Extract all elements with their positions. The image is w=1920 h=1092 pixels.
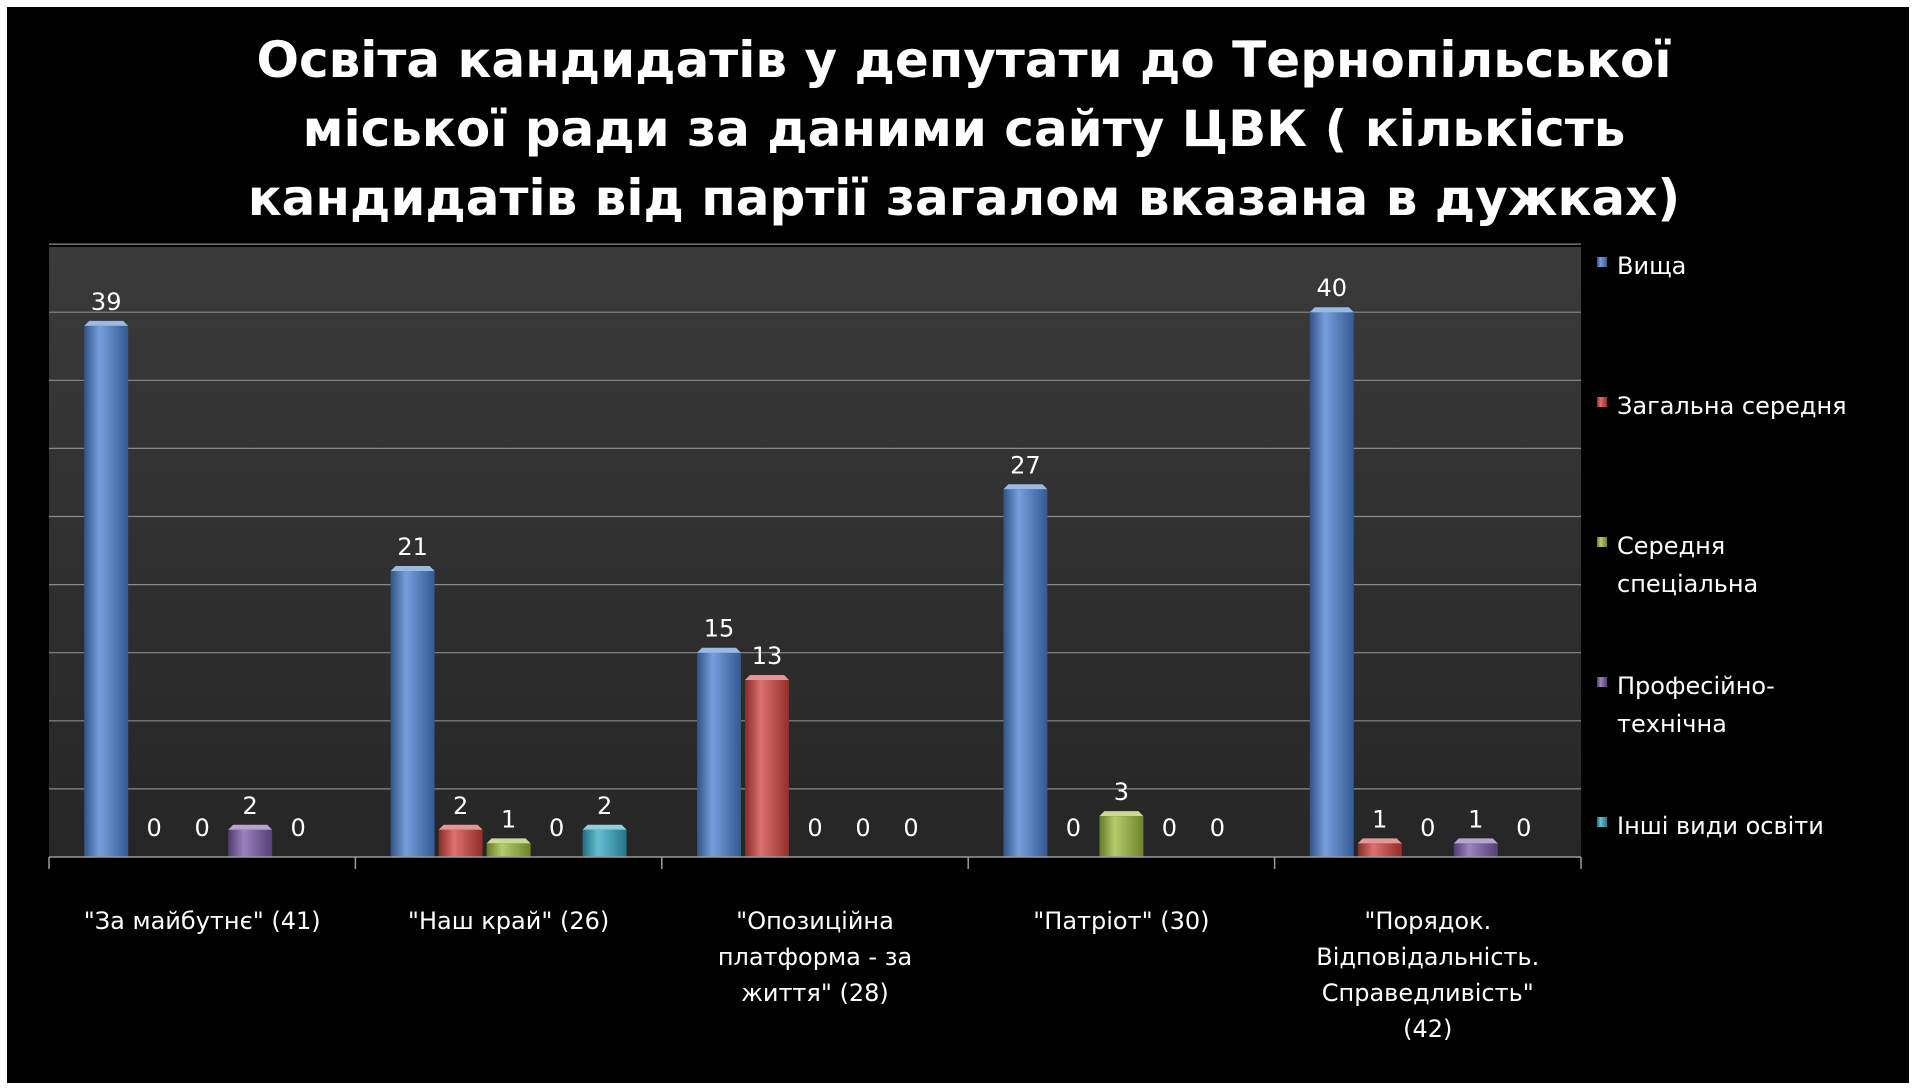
data-label: 0 [549,814,564,842]
bar [697,652,741,857]
data-label: 40 [1317,274,1348,302]
data-label: 0 [903,814,918,842]
bar-cap [486,838,531,844]
category-label: "Опозиційна платформа - за життя" (28) [718,907,912,1007]
legend-item: Середня спеціальна [1597,532,1758,598]
bar [1003,489,1048,857]
data-label: 0 [1516,814,1531,842]
category-label: "Наш край" (26) [408,907,609,935]
legend-item: Загальна середня [1597,392,1847,420]
legend-swatch [1597,537,1607,547]
category-label: "За майбутнє" (41) [84,907,321,935]
bar [390,570,435,857]
legend-swatch [1597,397,1607,407]
bar-cap [697,647,741,653]
legend-item: Інші види освіти [1597,812,1824,840]
data-label: 1 [1372,805,1387,833]
data-label: 0 [1420,814,1435,842]
chart-title: Освіта кандидатів у депутати до Тернопіл… [248,31,1681,227]
bar-cap [1099,811,1144,817]
legend-swatch [1597,257,1607,267]
data-label: 0 [1162,814,1177,842]
data-label: 2 [597,792,612,820]
bar-cap [438,824,483,830]
bar-cap [1453,838,1498,844]
legend-label: Інші види освіти [1617,812,1824,840]
legend-label: Середня спеціальна [1617,532,1758,598]
legend-swatch [1597,817,1607,827]
bar-cap [1003,484,1048,490]
bar-cap [1357,838,1402,844]
data-label: 27 [1010,451,1041,479]
bar [228,829,273,857]
bar-cap [582,824,627,830]
chart-svg: Освіта кандидатів у депутати до Тернопіл… [48,31,1847,1043]
chart-title-line: міської ради за даними сайту ЦВК ( кільк… [303,100,1626,158]
legend-label: Загальна середня [1617,392,1847,420]
bar [438,829,483,857]
data-label: 15 [704,615,735,643]
legend: Вища Загальна середня Середня спеціальна Про… [1597,252,1847,840]
legend-swatch [1597,677,1607,687]
bar [84,325,129,857]
data-label: 0 [1210,814,1225,842]
bar-cap [745,674,789,680]
x-axis: "За майбутнє" (41) "Наш край" (26) "Опозиц… [48,856,1582,1043]
data-label: 1 [1468,805,1483,833]
category-label: "Порядок. Відповідальність. Справедливість… [1316,907,1539,1043]
bar [1453,843,1498,857]
bar [582,829,627,857]
legend-label: Вища [1617,252,1686,280]
data-label: 0 [195,814,210,842]
category-label: "Патріот" (30) [1033,907,1209,935]
legend-item: Професійно-технічна [1597,672,1775,738]
data-label: 0 [291,814,306,842]
bars [84,307,1498,857]
bar [486,843,531,857]
bar-cap [390,565,435,571]
bar [1309,312,1354,857]
chart-title-line: кандидатів від партії загалом вказана в … [248,169,1681,227]
bar-cap [84,320,129,326]
bar [1099,816,1144,857]
data-label: 39 [91,288,122,316]
data-label: 2 [453,792,468,820]
data-label: 3 [1114,778,1129,806]
data-label: 21 [397,533,428,561]
data-label: 1 [501,805,516,833]
data-label: 0 [807,814,822,842]
bar-cap [1309,307,1354,313]
bar-cap [228,824,273,830]
legend-item: Вища [1597,252,1686,280]
data-label: 0 [147,814,162,842]
data-label: 0 [1066,814,1081,842]
chart-frame: Освіта кандидатів у депутати до Тернопіл… [7,7,1909,1083]
bar [745,679,789,857]
data-label: 13 [752,642,783,670]
bar [1357,843,1402,857]
data-label: 2 [243,792,258,820]
legend-label: Професійно-технічна [1617,672,1775,738]
data-label: 0 [855,814,870,842]
chart-title-line: Освіта кандидатів у депутати до Тернопіл… [257,31,1672,89]
